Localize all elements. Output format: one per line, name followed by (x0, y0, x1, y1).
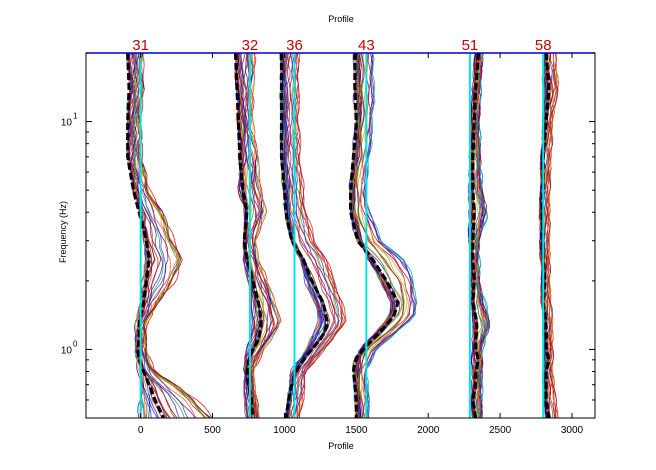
y-tick-label: 10 (61, 345, 73, 356)
x-tick-label: 3000 (561, 425, 584, 436)
x-tick-label: 0 (138, 425, 144, 436)
station-32-curves (233, 53, 282, 418)
dispersion-curve (245, 53, 274, 418)
mean-curves (126, 53, 551, 418)
plot-frame (85, 52, 596, 419)
y-axis-title: Frequency (Hz) (58, 201, 68, 263)
x-tick-label: 2000 (417, 425, 440, 436)
y-tick-exponent: 1 (73, 112, 78, 121)
station-51-label: 51 (462, 37, 479, 54)
dispersion-curve (285, 53, 336, 418)
dispersion-curve (547, 53, 559, 418)
dispersion-curve (296, 53, 347, 418)
station-58-label: 58 (535, 37, 552, 54)
dispersion-curve (243, 53, 273, 418)
dispersion-curve (546, 53, 558, 418)
station-36-mean-curve (279, 53, 329, 418)
station-36-label: 36 (286, 37, 303, 54)
x-tick-label: 1500 (345, 425, 368, 436)
dispersion-curve (355, 53, 405, 418)
station-markers: 31 32 36 43 51 58 (132, 37, 552, 418)
x-tick-label: 2500 (489, 425, 512, 436)
dispersion-curve (294, 53, 344, 418)
station-43-curves (348, 53, 418, 418)
chart-title: Profile (328, 14, 354, 24)
dispersion-curve (251, 53, 280, 418)
dispersion-curve (362, 53, 417, 418)
dispersion-curve (474, 53, 487, 418)
station-43-mean-curve (349, 53, 400, 418)
station-32-mean-curve (233, 53, 263, 418)
dispersion-curves (126, 53, 559, 418)
dispersion-curve (363, 53, 418, 418)
dispersion-curve (364, 53, 417, 418)
dispersion-curve (283, 53, 321, 418)
x-tick-label: 500 (204, 425, 221, 436)
y-tick-exponent: 0 (73, 339, 78, 348)
dispersion-curve (137, 53, 210, 418)
dispersion-curve (294, 53, 346, 418)
station-31-mean-curve (126, 53, 166, 418)
x-axis-title: Profile (328, 441, 354, 451)
dispersion-curve (476, 53, 491, 418)
x-tick-label: 1000 (273, 425, 296, 436)
y-tick-label: 10 (61, 118, 73, 129)
station-51-mean-curve (471, 53, 481, 418)
dispersion-curve (129, 53, 180, 418)
station-43-label: 43 (358, 37, 375, 54)
station-32-label: 32 (242, 37, 259, 54)
dispersion-curve (290, 53, 339, 418)
station-31-label: 31 (132, 37, 149, 54)
dispersion-curve (352, 53, 394, 418)
dispersion-curve (352, 53, 392, 418)
